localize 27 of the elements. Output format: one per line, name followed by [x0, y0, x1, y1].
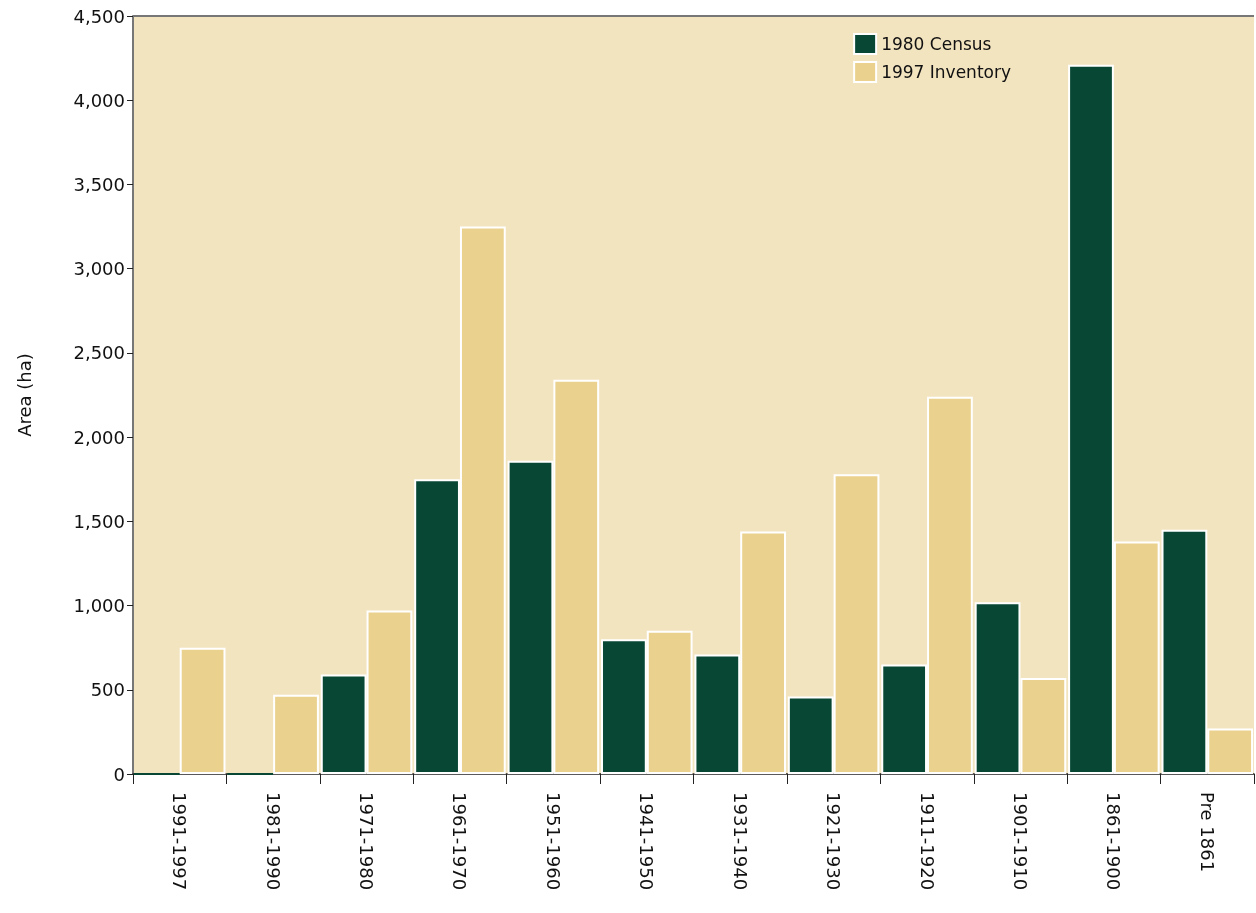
- y-tick-label: 4,500: [73, 5, 125, 27]
- y-tick-label: 2,500: [73, 342, 125, 364]
- legend-label: 1980 Census: [881, 34, 992, 54]
- x-tick-label: 1951-1960: [542, 792, 564, 891]
- x-tick-label: 1901-1910: [1009, 792, 1031, 891]
- y-tick-label: 1,000: [73, 595, 125, 617]
- bar: [273, 694, 319, 774]
- y-tick-label: 1,500: [73, 510, 125, 532]
- y-tick-label: 3,000: [73, 258, 125, 280]
- x-tick-label: 1971-1980: [356, 792, 378, 891]
- x-tick-label: 1861-1900: [1103, 792, 1125, 891]
- x-tick-label: 1961-1970: [449, 792, 471, 891]
- bar: [179, 647, 226, 774]
- x-tick-label: 1921-1930: [823, 792, 845, 891]
- y-tick-label: 3,500: [73, 173, 125, 195]
- x-tick-label: 1981-1990: [262, 792, 284, 891]
- x-tick-label: 1911-1920: [916, 792, 938, 891]
- x-tick-label: 1931-1940: [729, 792, 751, 891]
- y-axis-title: Area (ha): [13, 353, 35, 437]
- y-tick-label: 4,000: [73, 89, 125, 111]
- x-tick-label: Pre 1861: [1196, 792, 1218, 873]
- legend-label: 1997 Inventory: [881, 62, 1012, 82]
- y-tick-label: 0: [113, 763, 125, 785]
- x-tick-label: 1941-1950: [636, 792, 658, 891]
- y-tick-label: 500: [90, 679, 125, 701]
- y-tick-label: 2,000: [73, 426, 125, 448]
- x-tick-label: 1991-1997: [169, 792, 191, 891]
